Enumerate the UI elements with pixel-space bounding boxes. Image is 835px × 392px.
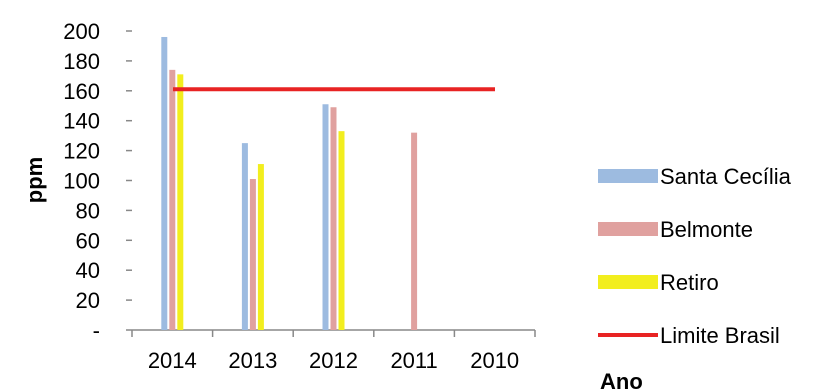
bar-retiro-2012 <box>338 131 345 330</box>
legend-label-retiro: Retiro <box>660 270 719 295</box>
y-tick-label: 40 <box>76 258 100 283</box>
bar-retiro-2013 <box>257 164 264 330</box>
y-axis: - 20 40 60 80 100 120 140 160 180 200 <box>63 19 132 343</box>
legend-label-limite-brasil: Limite Brasil <box>660 323 780 348</box>
legend-swatch-santa-cecilia <box>598 169 658 183</box>
x-axis: 2014 2013 2012 2011 2010 <box>131 330 536 373</box>
y-tick-label: 80 <box>76 198 100 223</box>
legend-label-santa-cecilia: Santa Cecília <box>660 164 792 189</box>
y-tick-label: 140 <box>63 109 100 134</box>
legend-swatch-belmonte <box>598 222 658 236</box>
bars <box>161 36 418 331</box>
legend-swatch-retiro <box>598 275 658 289</box>
x-tick-label: 2014 <box>148 348 197 373</box>
y-tick-label: - <box>93 318 100 343</box>
y-tick-label: 180 <box>63 49 100 74</box>
bar-retiro-2014 <box>177 74 184 330</box>
bar-belmonte-2011 <box>411 132 418 330</box>
x-tick-label: 2012 <box>309 348 358 373</box>
bar-santa-cecilia-2013 <box>241 143 248 330</box>
y-tick-label: 100 <box>63 169 100 194</box>
legend: Santa Cecília Belmonte Retiro Limite Brasil <box>598 164 792 348</box>
bar-belmonte-2012 <box>330 107 337 331</box>
y-tick-label: 160 <box>63 79 100 104</box>
x-axis-title: Ano <box>600 369 643 392</box>
y-tick-label: 120 <box>63 139 100 164</box>
bar-santa-cecilia-2014 <box>161 36 168 330</box>
x-tick-label: 2011 <box>390 348 437 373</box>
bar-belmonte-2014 <box>169 69 176 331</box>
y-tick-label: 200 <box>63 19 100 44</box>
bar-belmonte-2013 <box>249 179 256 330</box>
x-tick-label: 2013 <box>228 348 277 373</box>
y-tick-label: 60 <box>76 228 100 253</box>
x-tick-label: 2010 <box>470 348 519 373</box>
y-axis-title: ppm <box>22 157 47 203</box>
legend-label-belmonte: Belmonte <box>660 217 753 242</box>
bar-santa-cecilia-2012 <box>322 104 329 330</box>
y-tick-label: 20 <box>76 288 100 313</box>
